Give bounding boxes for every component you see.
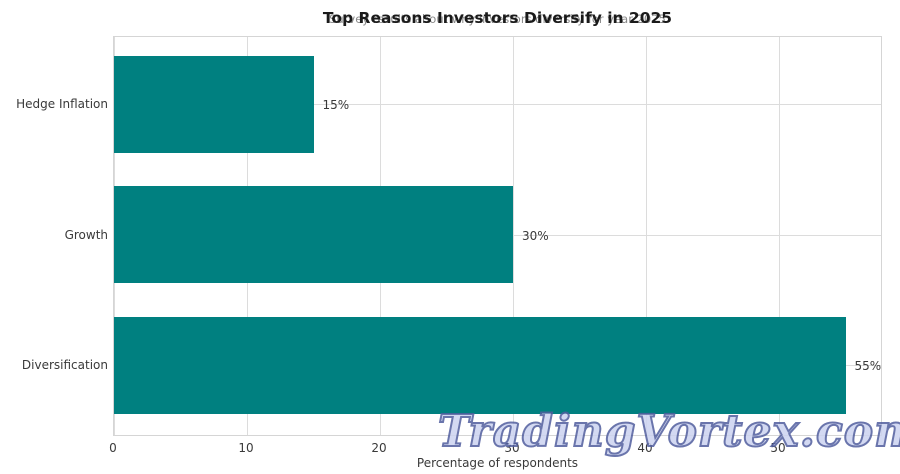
ytick-label-hedge-inflation: Hedge Inflation <box>16 97 108 111</box>
x-gridline <box>779 37 780 435</box>
chart-title: Top Reasons Investors Diversify in 2025 <box>322 9 673 27</box>
x-gridline <box>513 37 514 435</box>
xtick-label-20: 20 <box>371 441 387 455</box>
x-gridline <box>646 37 647 435</box>
xtick-label-10: 10 <box>238 441 254 455</box>
xtick-label-50: 50 <box>770 441 786 455</box>
ytick-label-growth: Growth <box>64 227 108 242</box>
x-axis-title: Percentage of respondents <box>416 456 579 470</box>
xtick-label-30: 30 <box>504 441 520 455</box>
plot-area: 15% 30% 55% <box>113 36 882 436</box>
bar-hedge-inflation <box>114 55 314 153</box>
chart-subtitle: Survey results about why investors diver… <box>329 12 666 26</box>
bar-diversification <box>114 316 846 414</box>
ytick-label-diversification: Diversification <box>21 358 108 372</box>
bar-value-label: 30% <box>522 228 549 243</box>
xtick-label-40: 40 <box>637 441 653 455</box>
bar-growth <box>114 186 513 283</box>
bar-value-label: 55% <box>854 359 882 373</box>
bar-value-label: 15% <box>322 98 350 112</box>
xtick-label-0: 0 <box>109 441 117 455</box>
chart-title-block: Survey results about why investors diver… <box>113 0 882 34</box>
y-gridline <box>114 104 881 105</box>
